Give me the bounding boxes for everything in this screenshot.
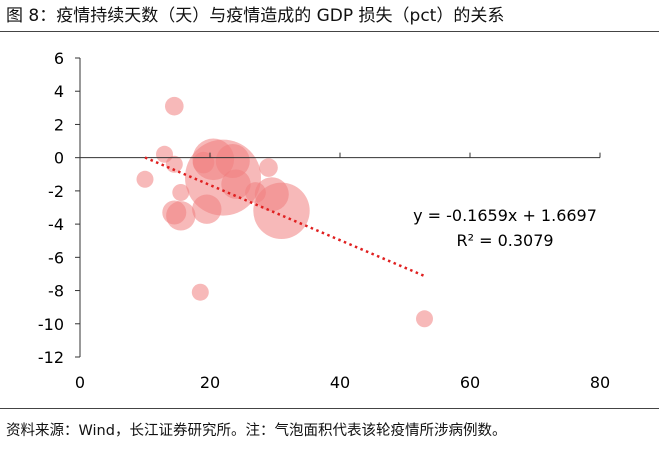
bubble-5 bbox=[172, 184, 190, 201]
top-rule bbox=[0, 31, 659, 32]
y-tick-label: -6 bbox=[48, 248, 64, 267]
y-tick-label: 4 bbox=[54, 82, 64, 101]
y-tick-label: -10 bbox=[38, 315, 64, 334]
y-tick-label: 0 bbox=[54, 149, 64, 168]
bottom-rule bbox=[0, 408, 659, 409]
y-tick-label: -12 bbox=[38, 348, 64, 367]
bubble-16 bbox=[259, 158, 278, 177]
bubble-18 bbox=[253, 182, 310, 239]
bubble-19 bbox=[416, 310, 433, 328]
x-tick-label: 0 bbox=[75, 373, 85, 392]
y-tick-label: -8 bbox=[48, 282, 64, 301]
trend-r-squared: R² = 0.3079 bbox=[456, 231, 553, 250]
trend-equation: y = -0.1659x + 1.6697 bbox=[413, 206, 597, 225]
x-tick-label: 40 bbox=[330, 373, 350, 392]
x-tick-label: 60 bbox=[460, 373, 480, 392]
bubble-7 bbox=[166, 201, 196, 231]
bubble-13 bbox=[215, 144, 250, 178]
trendline bbox=[144, 156, 425, 278]
y-tick-label: -4 bbox=[48, 215, 64, 234]
x-tick-label: 80 bbox=[590, 373, 610, 392]
bubble-3 bbox=[165, 96, 184, 116]
source-note: 资料来源：Wind，长江证券研究所。注：气泡面积代表该轮疫情所涉病例数。 bbox=[6, 423, 507, 439]
bubble-1 bbox=[136, 170, 154, 188]
x-tick-label: 20 bbox=[200, 373, 220, 392]
bubbles-layer bbox=[136, 96, 433, 328]
bubble-14 bbox=[221, 169, 251, 199]
bubble-8 bbox=[191, 283, 209, 301]
chart-title: 图 8：疫情持续天数（天）与疫情造成的 GDP 损失（pct）的关系 bbox=[6, 6, 505, 26]
y-tick-label: 6 bbox=[54, 49, 64, 68]
bubble-4 bbox=[165, 155, 183, 173]
y-tick-label: 2 bbox=[54, 115, 64, 134]
y-tick-label: -2 bbox=[48, 182, 64, 201]
